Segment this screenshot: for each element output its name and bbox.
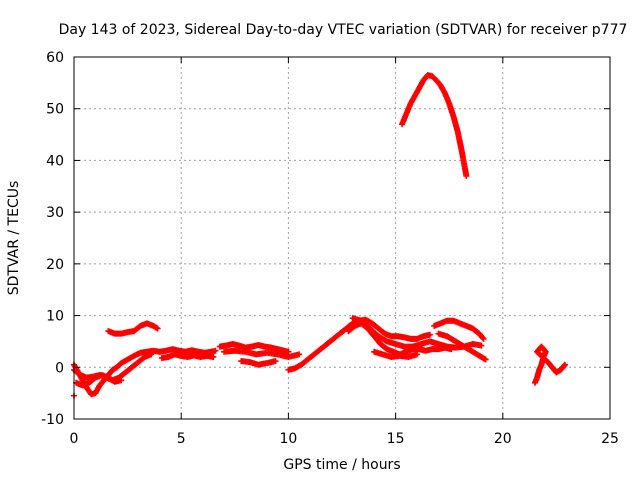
y-tick-label: 0: [55, 360, 64, 376]
series-track-12: [349, 315, 485, 351]
axis-ticks: 0 5 10 15 20 25 -10 0 10 20 30 40 50 60: [41, 50, 619, 447]
series-track-3: [73, 372, 125, 389]
y-tick-label: 20: [46, 257, 64, 273]
series-track-8: [221, 347, 303, 360]
chart-title: Day 143 of 2023, Sidereal Day-to-day VTE…: [59, 22, 628, 38]
x-axis-label: GPS time / hours: [283, 457, 400, 473]
y-axis-label: SDTVAR / TECUs: [6, 181, 22, 296]
data-point: [118, 377, 125, 384]
data-point: [414, 351, 421, 358]
series-track-4: [105, 320, 161, 337]
x-tick-label: 5: [177, 431, 186, 447]
data-point: [482, 356, 489, 363]
y-tick-label: 30: [46, 205, 64, 221]
series-track-16: [399, 72, 470, 179]
y-tick-label: 40: [46, 153, 64, 169]
data-point: [479, 334, 486, 341]
data-point: [478, 342, 485, 349]
data-point: [463, 172, 470, 179]
grid: [74, 57, 610, 419]
data-point: [561, 361, 568, 368]
series-track-6: [158, 351, 217, 361]
series-track-15: [435, 330, 489, 363]
plot-frame: [73, 56, 611, 420]
data-point: [561, 362, 568, 369]
data-point: [480, 335, 487, 342]
data-point: [296, 351, 303, 358]
data-point: [148, 351, 155, 358]
series-track-7: [216, 341, 292, 355]
series-track-9: [238, 358, 279, 368]
y-tick-label: 60: [46, 50, 64, 66]
y-tick-label: 50: [46, 102, 64, 118]
y-tick-label: -10: [41, 412, 64, 428]
series-track-17: [531, 343, 568, 386]
x-tick-label: 10: [279, 431, 297, 447]
data-point: [272, 358, 279, 365]
series-track-13: [371, 348, 421, 360]
series-track-14: [431, 317, 487, 342]
data-point: [154, 325, 161, 332]
data-layer: [71, 72, 568, 399]
y-tick-label: 10: [46, 309, 64, 325]
series-track-10: [285, 316, 433, 373]
x-tick-label: 15: [387, 431, 405, 447]
data-point: [285, 348, 292, 355]
x-tick-label: 0: [70, 431, 79, 447]
data-point: [426, 331, 433, 338]
data-point: [212, 347, 219, 354]
x-tick-label: 25: [601, 431, 619, 447]
data-point: [210, 353, 217, 360]
x-tick-label: 20: [494, 431, 512, 447]
